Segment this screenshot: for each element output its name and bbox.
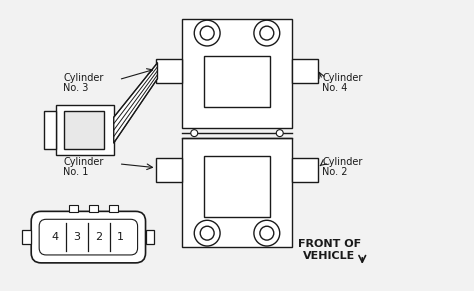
Circle shape (260, 226, 274, 240)
Text: VEHICLE: VEHICLE (303, 251, 356, 261)
Text: 2: 2 (95, 232, 102, 242)
Bar (182, 19, 292, 128)
Circle shape (191, 130, 198, 136)
Bar (64, 111, 104, 149)
Bar (56, 105, 114, 155)
Bar (204, 56, 270, 107)
Text: FRONT OF: FRONT OF (298, 239, 361, 249)
FancyBboxPatch shape (31, 211, 146, 263)
Bar (146, 230, 155, 244)
Bar (109, 205, 118, 212)
Text: No. 4: No. 4 (322, 83, 348, 93)
Text: No. 3: No. 3 (63, 83, 88, 93)
Bar (44, 111, 56, 149)
Text: No. 2: No. 2 (322, 167, 348, 177)
Bar (69, 205, 78, 212)
Circle shape (200, 226, 214, 240)
Text: No. 1: No. 1 (63, 167, 88, 177)
Bar (156, 59, 182, 83)
Bar (292, 59, 318, 83)
Text: Cylinder: Cylinder (63, 73, 103, 83)
Circle shape (200, 26, 214, 40)
Text: 3: 3 (73, 232, 81, 242)
Bar (89, 205, 98, 212)
Bar (292, 158, 318, 182)
Bar (204, 156, 270, 217)
Circle shape (194, 20, 220, 46)
Circle shape (254, 20, 280, 46)
Circle shape (254, 220, 280, 246)
Text: Cylinder: Cylinder (63, 157, 103, 167)
Circle shape (260, 26, 274, 40)
Text: 4: 4 (52, 232, 59, 242)
Text: 1: 1 (117, 232, 124, 242)
Bar (22, 230, 31, 244)
Bar (156, 158, 182, 182)
Bar (182, 138, 292, 247)
Circle shape (276, 130, 283, 136)
Text: Cylinder: Cylinder (322, 157, 363, 167)
FancyBboxPatch shape (39, 219, 137, 255)
Polygon shape (114, 63, 157, 143)
Text: Cylinder: Cylinder (322, 73, 363, 83)
Circle shape (194, 220, 220, 246)
